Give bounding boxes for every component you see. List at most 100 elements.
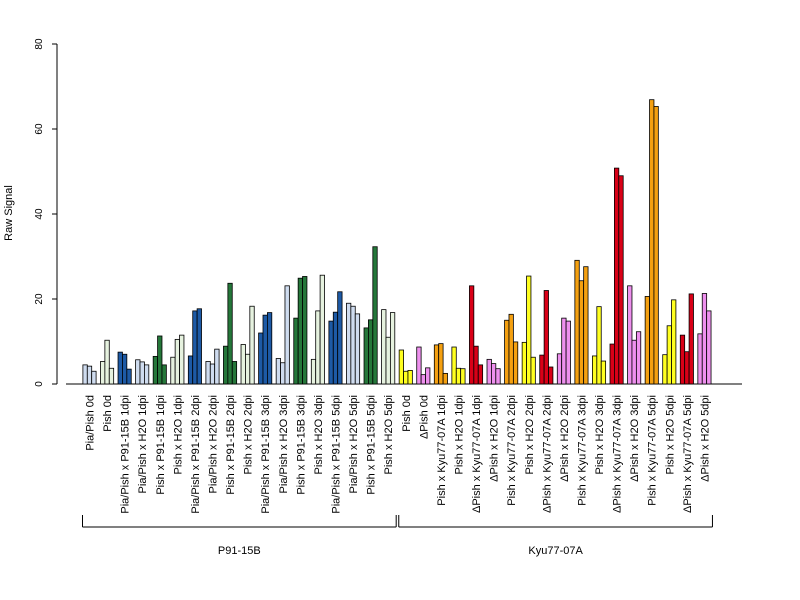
- bar: [583, 266, 589, 385]
- bar: [389, 312, 396, 385]
- bar: [565, 320, 571, 385]
- bar: [614, 167, 620, 385]
- y-tick-label: 60: [34, 123, 45, 135]
- bar: [491, 363, 497, 385]
- bar: [433, 344, 440, 385]
- bar: [600, 360, 607, 385]
- bar: [346, 302, 352, 385]
- bar: [469, 285, 475, 385]
- bar: [214, 348, 220, 385]
- x-tick-label: Pia/Pish 0d: [85, 395, 97, 451]
- bar: [679, 334, 686, 385]
- bar: [526, 275, 532, 385]
- bar: [684, 351, 690, 385]
- bar: [701, 293, 708, 385]
- x-tick-label: Pish x Kyu77-07A 1dpi: [436, 395, 448, 506]
- bar: [653, 106, 659, 385]
- bar: [82, 364, 88, 385]
- y-tick-label: 40: [34, 208, 45, 220]
- bar: [368, 319, 374, 385]
- x-tick-label: Pish x P91-15B 2dpi: [225, 395, 237, 495]
- bar: [157, 335, 163, 385]
- bar: [315, 310, 321, 385]
- bar: [596, 306, 602, 385]
- bar: [174, 338, 180, 385]
- x-tick-label: Pish x H2O 3dpi: [313, 395, 325, 474]
- bar: [442, 372, 448, 385]
- bar: [420, 374, 426, 385]
- bar: [556, 353, 563, 385]
- category-labels: Pia/Pish 0d Pish 0d Pia/Pish x P91-15B 1dp…: [85, 395, 712, 514]
- bar: [649, 99, 655, 385]
- bar: [578, 280, 585, 385]
- x-tick-label: Pia/Pish x H2O 5dpi: [348, 395, 360, 493]
- bar: [332, 311, 339, 385]
- bar: [609, 343, 615, 385]
- y-tick-label: 20: [34, 293, 45, 305]
- x-tick-label: Pia/Pish x P91-15B 5dpi: [330, 395, 342, 514]
- bar: [627, 285, 633, 385]
- bar: [284, 285, 290, 385]
- bar: [460, 368, 466, 385]
- bar: [385, 336, 391, 385]
- bar: [302, 276, 308, 385]
- x-tick-label: Pish x P91-15B 5dpi: [366, 395, 378, 495]
- x-tick-label: Pish x H2O 5dpi: [664, 395, 676, 474]
- x-tick-label: Pish x Kyu77-07A 2dpi: [506, 395, 518, 506]
- bar: [249, 305, 255, 385]
- bar: [328, 320, 334, 385]
- bar: [635, 331, 642, 385]
- x-tick-label: Pish x H2O 5dpi: [383, 395, 395, 474]
- x-tick-label: Pia/Pish x P91-15B 3dpi: [260, 395, 272, 514]
- bar: [209, 363, 216, 385]
- bar: [266, 312, 273, 385]
- bar: [297, 277, 303, 385]
- bar: [223, 345, 229, 385]
- x-tick-label: ΔPish x Kyu77-07A 1dpi: [471, 395, 483, 513]
- bar: [122, 353, 128, 385]
- bar: [144, 364, 150, 385]
- bar: [227, 282, 233, 385]
- bar: [258, 332, 264, 385]
- x-tick-label: ΔPish x H2O 2dpi: [559, 395, 571, 482]
- x-tick-label: Pish x H2O 1dpi: [172, 395, 184, 474]
- x-tick-label: Pish x P91-15B 1dpi: [155, 395, 167, 495]
- y-tick-label: 80: [34, 38, 45, 50]
- bar: [403, 370, 409, 385]
- bar: [548, 366, 554, 385]
- x-tick-label: ΔPish 0d: [418, 395, 430, 439]
- bar: [104, 339, 110, 385]
- bar: [644, 296, 650, 385]
- bar: [262, 314, 268, 385]
- bar: [561, 317, 567, 385]
- bar: [631, 339, 637, 385]
- x-tick-label: Pish x Kyu77-07A 5dpi: [647, 395, 659, 506]
- bar: [473, 345, 479, 385]
- bar: [618, 175, 624, 385]
- bar: [407, 369, 413, 385]
- bar: [508, 313, 514, 385]
- bar: [354, 313, 361, 385]
- bar: [512, 341, 519, 385]
- bar: [179, 334, 185, 385]
- bar: [293, 317, 299, 385]
- group-label: Kyu77-07A: [528, 545, 583, 557]
- bar: [372, 246, 378, 385]
- y-tick-label: 0: [34, 381, 45, 387]
- x-tick-label: Pish x Kyu77-07A 3dpi: [576, 395, 588, 506]
- bar: [126, 368, 132, 385]
- bar: [108, 367, 115, 385]
- bar: [495, 368, 501, 385]
- bar: [275, 358, 281, 385]
- x-tick-label: Pish x H2O 2dpi: [524, 395, 536, 474]
- x-tick-label: Pia/Pish x H2O 2dpi: [207, 395, 219, 493]
- x-tick-label: Pish x H2O 1dpi: [453, 395, 465, 474]
- bar: [192, 310, 198, 385]
- bar: [205, 361, 211, 385]
- bar: [152, 355, 158, 385]
- bar: [381, 309, 387, 385]
- x-tick-label: Pish 0d: [102, 395, 114, 432]
- bar: [398, 349, 404, 385]
